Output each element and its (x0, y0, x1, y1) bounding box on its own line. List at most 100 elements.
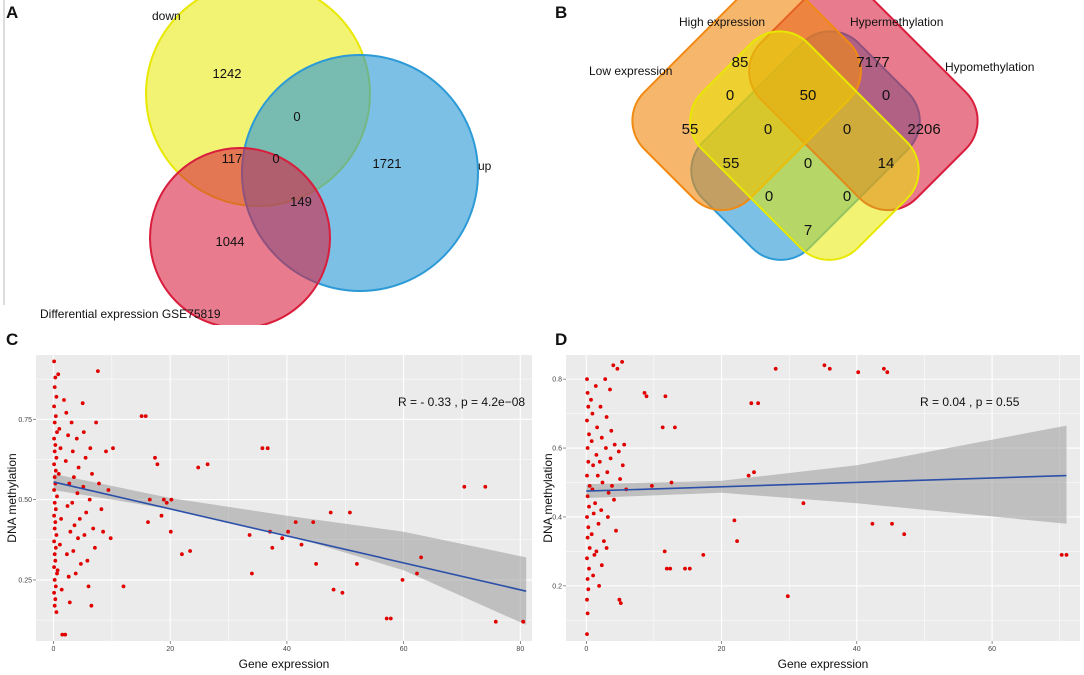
data-point (66, 433, 70, 438)
data-point (75, 491, 80, 496)
data-point (594, 453, 599, 457)
data-point (70, 449, 75, 454)
data-point (86, 584, 91, 589)
region-hyper-only: 7177 (856, 54, 889, 71)
data-point (683, 566, 687, 571)
data-point (801, 501, 806, 506)
data-point (585, 632, 589, 636)
data-point (108, 536, 113, 541)
data-point (66, 574, 71, 579)
data-point (161, 497, 166, 502)
data-point (52, 475, 57, 479)
data-point (585, 577, 590, 581)
data-point (587, 432, 591, 437)
data-point (585, 494, 590, 499)
data-point (76, 465, 81, 470)
data-point (99, 507, 104, 512)
region-hypo-only: 2206 (907, 121, 940, 138)
data-point (91, 526, 96, 531)
region-low-high-hyper: 0 (764, 121, 772, 138)
data-point (101, 529, 105, 534)
data-point (687, 566, 692, 571)
data-point (63, 632, 68, 637)
data-point (81, 430, 86, 434)
data-point (603, 377, 608, 381)
data-point (599, 435, 604, 440)
data-point (94, 420, 98, 425)
data-point (599, 563, 604, 568)
data-point (870, 521, 875, 526)
y-tick-label: 0.50 (18, 497, 32, 504)
data-point (56, 372, 61, 377)
venn-shape-hypomethylation (689, 30, 920, 261)
data-point (587, 504, 591, 509)
region-up-only: 1721 (373, 156, 402, 171)
data-point (348, 510, 352, 515)
set-label-high-expression: High expression (679, 15, 765, 29)
data-point (52, 552, 57, 557)
data-point (585, 377, 589, 381)
plot-area: 0 20 40 60 80 0.25 0.50 0.75 (18, 355, 532, 653)
data-point (384, 616, 389, 621)
region-hyper-hypo: 0 (882, 87, 890, 104)
data-point (355, 562, 359, 566)
data-point (331, 587, 336, 592)
region-high-hypo: 14 (878, 155, 895, 172)
data-point (663, 394, 668, 399)
data-point (586, 587, 591, 592)
data-point (604, 546, 609, 550)
region-down-only: 1242 (213, 66, 242, 81)
data-point (83, 455, 88, 460)
confidence-band (586, 425, 1067, 524)
data-point (139, 414, 144, 418)
data-point (620, 463, 625, 468)
y-tick-label: 0.2 (552, 583, 562, 590)
data-point (97, 481, 101, 486)
data-point (164, 500, 169, 505)
plot-area: 0 20 40 60 0.2 0.4 0.6 0.8 (552, 355, 1080, 653)
data-point (388, 616, 393, 621)
data-point (52, 385, 57, 389)
data-point (615, 366, 620, 371)
data-point (735, 539, 739, 543)
correlation-annotation: R = - 0.33 , p = 4.2e−08 (398, 395, 525, 409)
x-axis-label: Gene expression (778, 657, 869, 671)
data-point (270, 545, 275, 550)
data-point (52, 565, 56, 569)
x-tick-label: 40 (853, 646, 861, 653)
data-point (76, 536, 80, 541)
data-point (87, 497, 92, 502)
data-point (85, 558, 90, 563)
data-point (53, 558, 58, 563)
region-up-diff: 149 (290, 194, 312, 209)
data-point (604, 446, 608, 450)
x-tick-label: 20 (166, 646, 174, 653)
data-point (52, 513, 56, 518)
data-point (53, 507, 58, 512)
data-point (594, 549, 599, 554)
venn-diagram-a: down up Differential expression GSE75819… (3, 0, 492, 325)
data-point (589, 439, 594, 443)
data-point (749, 401, 754, 406)
panel-letter-d: D (555, 330, 568, 349)
set-label-diff: Differential expression GSE75819 (40, 307, 221, 321)
data-point (600, 480, 605, 485)
data-point (62, 398, 66, 402)
data-point (593, 384, 598, 388)
region-low-hyper-hypo: 0 (765, 188, 773, 205)
y-axis-label: DNA methylation (541, 453, 555, 542)
data-point (586, 459, 591, 464)
data-point (52, 404, 56, 409)
data-point (53, 597, 58, 602)
data-point (599, 508, 604, 512)
y-tick-label: 0.4 (552, 514, 562, 521)
data-point (585, 446, 590, 450)
data-point (890, 521, 894, 526)
data-point (752, 470, 756, 475)
data-point (608, 387, 612, 392)
data-point (668, 566, 673, 571)
y-tick-label: 0.6 (552, 446, 562, 453)
data-point (53, 545, 58, 550)
x-tick-label: 60 (988, 646, 996, 653)
data-point (591, 463, 595, 468)
